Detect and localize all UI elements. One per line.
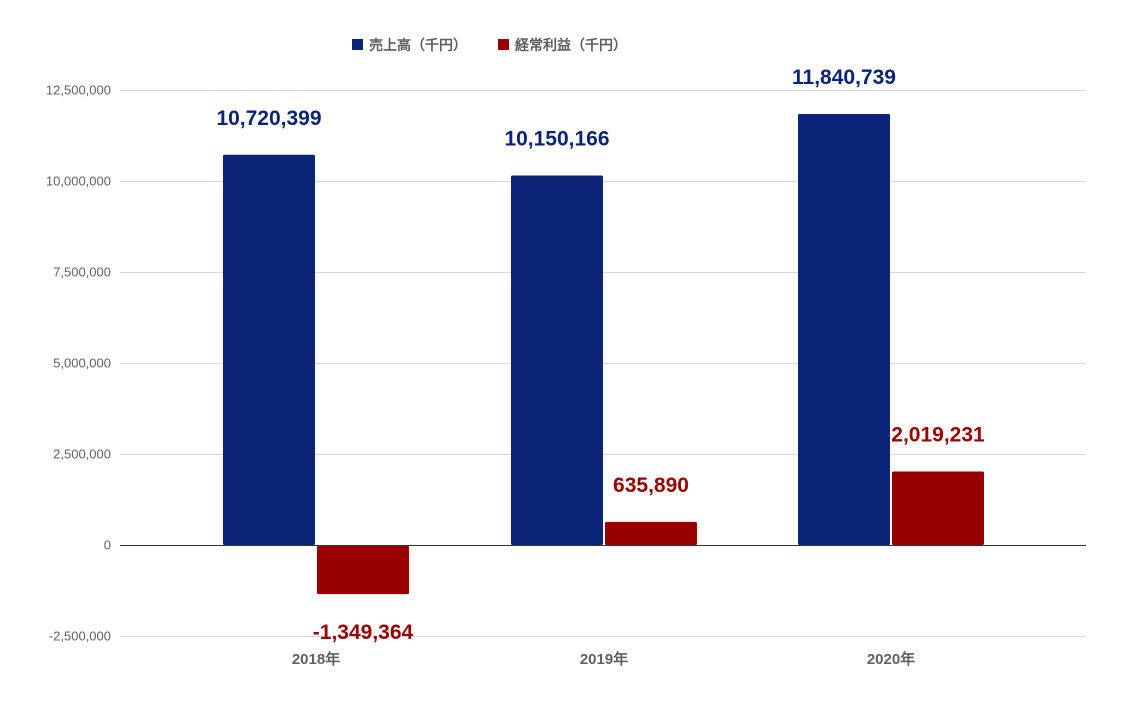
legend-swatch <box>498 39 509 50</box>
bar-sales-2019 <box>511 175 603 546</box>
bar-ordinary-profit-2018 <box>317 545 409 595</box>
y-tick-label: 5,000,000 <box>53 356 111 371</box>
y-tick-label: 7,500,000 <box>53 265 111 280</box>
data-label: 11,840,739 <box>792 66 896 89</box>
legend: 売上高（千円） 経常利益（千円） <box>352 37 627 53</box>
data-label: 635,890 <box>613 474 689 497</box>
y-tick-label: 10,000,000 <box>46 174 111 189</box>
y-axis-tick-labels: 12,500,000 10,000,000 7,500,000 5,000,000 2,… <box>46 83 111 644</box>
x-category-label: 2018年 <box>292 650 340 668</box>
bar-sales-2018 <box>223 154 315 546</box>
legend-label: 経常利益（千円） <box>515 37 627 53</box>
bars <box>223 113 984 595</box>
y-tick-label: 2,500,000 <box>53 447 111 462</box>
data-labels: 10,720,399 -1,349,364 10,150,166 635,890 11,… <box>216 66 985 644</box>
bar-ordinary-profit-2020 <box>892 471 984 545</box>
legend-label: 売上高（千円） <box>369 37 467 53</box>
bar-ordinary-profit-2019 <box>605 521 697 545</box>
x-axis-category-labels: 2018年 2019年 2020年 <box>292 650 915 668</box>
y-tick-label: -2,500,000 <box>49 629 111 644</box>
bar-sales-2020 <box>798 113 890 545</box>
x-category-label: 2019年 <box>580 650 628 668</box>
data-label: 10,150,166 <box>504 128 609 151</box>
x-category-label: 2020年 <box>867 650 915 668</box>
y-tick-label: 12,500,000 <box>46 83 111 98</box>
data-label: 2,019,231 <box>891 424 985 447</box>
data-label: 10,720,399 <box>216 107 321 130</box>
data-label: -1,349,364 <box>313 621 414 644</box>
y-tick-label: 0 <box>104 538 111 553</box>
legend-swatch <box>352 39 363 50</box>
